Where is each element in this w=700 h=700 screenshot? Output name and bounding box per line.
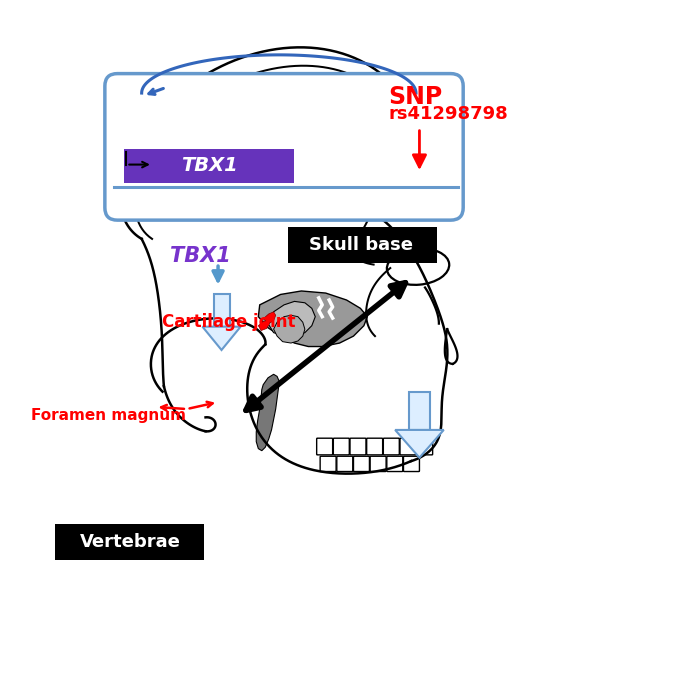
FancyBboxPatch shape bbox=[337, 456, 353, 472]
Polygon shape bbox=[395, 430, 444, 458]
FancyBboxPatch shape bbox=[55, 524, 204, 560]
FancyBboxPatch shape bbox=[387, 456, 402, 472]
FancyBboxPatch shape bbox=[370, 456, 386, 472]
Text: SNP: SNP bbox=[389, 85, 442, 108]
Text: Foramen magnum: Foramen magnum bbox=[31, 409, 186, 423]
Text: TBX1: TBX1 bbox=[170, 246, 231, 266]
Polygon shape bbox=[274, 315, 305, 343]
FancyBboxPatch shape bbox=[400, 438, 416, 455]
Polygon shape bbox=[258, 320, 270, 330]
Text: rs41298798: rs41298798 bbox=[389, 105, 508, 123]
FancyBboxPatch shape bbox=[320, 456, 336, 472]
FancyBboxPatch shape bbox=[354, 456, 370, 472]
Polygon shape bbox=[268, 302, 315, 336]
Bar bbox=[214, 295, 230, 327]
FancyBboxPatch shape bbox=[403, 456, 419, 472]
Text: Vertebrae: Vertebrae bbox=[79, 533, 181, 551]
Polygon shape bbox=[263, 312, 276, 323]
FancyBboxPatch shape bbox=[316, 438, 332, 455]
Text: Cartilage joint: Cartilage joint bbox=[162, 313, 296, 331]
Text: Skull base: Skull base bbox=[309, 236, 413, 254]
FancyBboxPatch shape bbox=[416, 438, 433, 455]
FancyBboxPatch shape bbox=[350, 438, 366, 455]
FancyBboxPatch shape bbox=[367, 438, 383, 455]
Polygon shape bbox=[256, 374, 279, 451]
FancyBboxPatch shape bbox=[105, 74, 463, 220]
Bar bbox=[410, 392, 430, 430]
FancyBboxPatch shape bbox=[384, 438, 399, 455]
Polygon shape bbox=[258, 291, 368, 346]
Text: TBX1: TBX1 bbox=[181, 156, 237, 175]
Polygon shape bbox=[202, 327, 241, 350]
FancyBboxPatch shape bbox=[333, 438, 349, 455]
FancyBboxPatch shape bbox=[288, 227, 437, 263]
FancyBboxPatch shape bbox=[125, 148, 295, 183]
